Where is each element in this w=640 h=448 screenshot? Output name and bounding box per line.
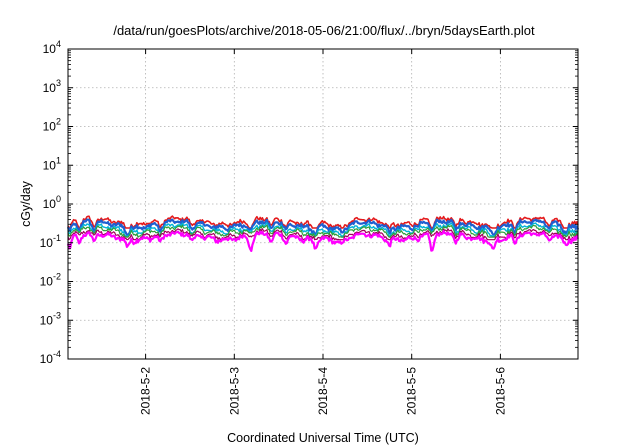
y-tick-label: 102 [43,117,61,134]
x-tick-label: 2018-5-5 [405,367,419,415]
y-axis: 10-4 10-3 10-2 10-1 100 101 102 103 104 [40,39,578,366]
y-tick-label: 10-1 [40,233,61,250]
chart-title: /data/run/goesPlots/archive/2018-05-06/2… [113,23,535,38]
y-tick-label: 103 [43,78,61,95]
series-line [66,230,579,252]
y-tick-label: 10-2 [40,272,61,289]
y-tick-label: 104 [43,39,61,56]
x-tick-label: 2018-5-4 [316,367,330,415]
x-tick-label: 2018-5-2 [139,367,153,415]
y-tick-label: 101 [43,155,61,172]
x-axis-label: Coordinated Universal Time (UTC) [227,431,419,445]
series-line [67,224,579,238]
series-line [66,218,580,236]
x-tick-label: 2018-5-6 [493,367,507,415]
x-tick-label: 2018-5-3 [227,367,241,415]
y-tick-label: 10-3 [40,310,61,327]
series-line [67,215,579,229]
y-tick-label: 10-4 [40,349,61,366]
series-line [67,222,579,237]
plot-area [66,215,580,252]
grid [68,49,578,359]
y-tick-label: 100 [43,194,61,211]
y-axis-label: cGy/day [19,180,33,227]
x-axis: 2018-5-2 2018-5-3 2018-5-4 2018-5-5 2018-5-6 [139,49,507,415]
